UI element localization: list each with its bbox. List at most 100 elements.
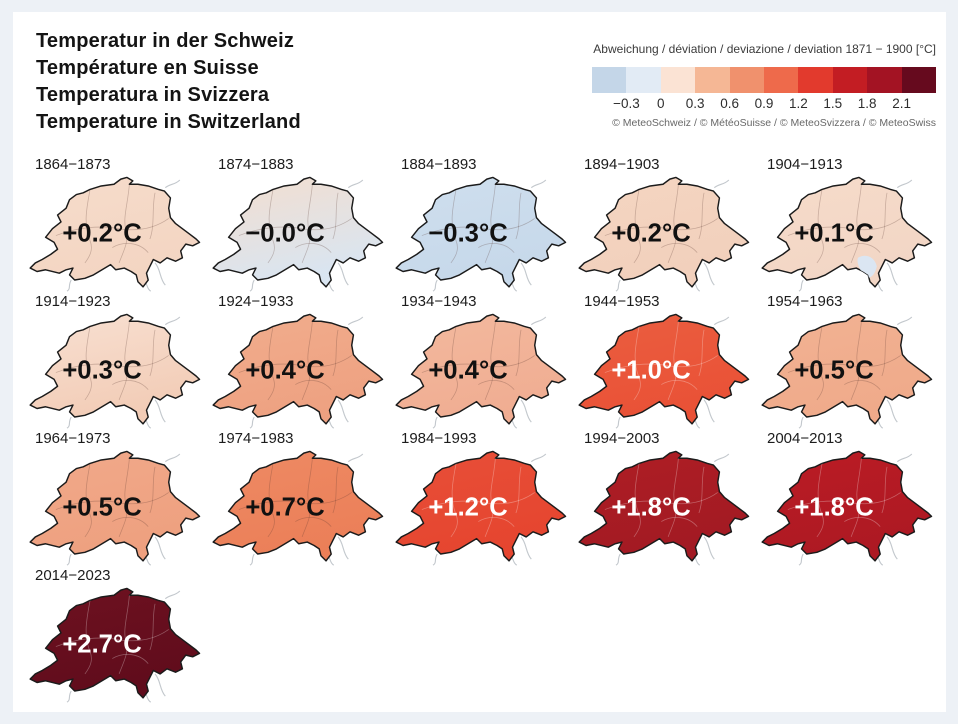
- switzerland-map-svg: +0.5°C: [28, 450, 200, 566]
- canton-boundary-line: [667, 184, 679, 264]
- temperature-value: +0.1°C: [794, 220, 873, 248]
- canton-boundary-line: [238, 218, 352, 236]
- river-outside-border: [896, 179, 912, 189]
- switzerland-map: −0.0°C: [209, 174, 385, 292]
- river-outside-border: [164, 590, 180, 600]
- canton-boundary-line: [604, 218, 718, 236]
- river-outside-border: [337, 536, 349, 560]
- canton-boundary-line: [267, 326, 275, 401]
- canton-boundary-line: [633, 189, 641, 264]
- canton-boundary-line: [238, 492, 352, 510]
- canton-boundary-line: [301, 184, 313, 264]
- canton-boundary-line: [294, 243, 331, 253]
- river-outside-border: [520, 262, 532, 286]
- river-outside-border: [164, 179, 180, 189]
- river-outside-border: [66, 416, 72, 429]
- decade-label: 1864−1873: [35, 156, 111, 173]
- temperature-value: +0.2°C: [611, 220, 690, 248]
- canton-boundary-line: [238, 355, 352, 373]
- river-outside-border: [154, 536, 166, 560]
- river-outside-border: [66, 279, 72, 292]
- canton-boundary-line: [660, 380, 697, 390]
- temperature-value: +0.4°C: [428, 357, 507, 385]
- river-outside-border: [530, 453, 546, 463]
- canton-boundary-line: [55, 492, 169, 510]
- canton-boundary-line: [301, 458, 313, 538]
- canton-boundary-line: [667, 458, 679, 538]
- canton-boundary-line: [118, 458, 130, 538]
- canton-boundary-line: [111, 380, 148, 390]
- river-outside-border: [154, 673, 166, 697]
- switzerland-map: +0.2°C: [26, 174, 202, 292]
- country-outline: [760, 450, 932, 562]
- decade-label: 2014−2023: [35, 567, 111, 584]
- river-outside-border: [615, 279, 621, 292]
- river-outside-border: [615, 553, 621, 566]
- canton-boundary-line: [484, 458, 496, 538]
- copyright-line: © MeteoSchweiz / © MétéoSuisse / © Meteo…: [612, 117, 936, 129]
- switzerland-map: +0.2°C: [575, 174, 751, 292]
- canton-boundary-line: [332, 192, 338, 240]
- decade-label: 1974−1983: [218, 430, 294, 447]
- canton-boundary-line: [698, 329, 704, 377]
- colorbar-segment: [626, 67, 661, 93]
- temperature-value: +0.3°C: [62, 357, 141, 385]
- map-cell: 1944−1953 +1.0°C: [571, 287, 754, 429]
- canton-boundary-line: [55, 629, 169, 647]
- canton-boundary-line: [294, 517, 331, 527]
- canton-boundary-line: [850, 184, 862, 264]
- map-cell: 1994−2003 +1.8°C: [571, 424, 754, 566]
- colorbar-segment: [867, 67, 902, 93]
- temperature-value: +0.5°C: [794, 357, 873, 385]
- switzerland-map: +0.1°C: [758, 174, 934, 292]
- canton-boundary-line: [294, 380, 331, 390]
- map-cell: 1864−1873 +0.2°C: [22, 150, 205, 292]
- map-cell: 2004−2013 +1.8°C: [754, 424, 937, 566]
- country-outline: [394, 176, 566, 288]
- colorbar-segment: [798, 67, 833, 93]
- decade-label: 1894−1903: [584, 156, 660, 173]
- decade-label: 1964−1973: [35, 430, 111, 447]
- temperature-value: +1.2°C: [428, 494, 507, 522]
- river-outside-border: [347, 316, 363, 326]
- canton-boundary-line: [604, 492, 718, 510]
- switzerland-map-svg: +1.8°C: [577, 450, 749, 566]
- temperature-value: −0.3°C: [428, 220, 507, 248]
- country-outline: [28, 176, 200, 288]
- canton-boundary-line: [843, 380, 880, 390]
- switzerland-map-svg: −0.0°C: [211, 176, 383, 292]
- river-outside-border: [520, 399, 532, 423]
- temperature-value: +2.7°C: [62, 631, 141, 659]
- map-cell: 2014−2023 +2.7°C: [22, 561, 205, 703]
- canton-boundary-line: [149, 603, 155, 651]
- map-cell: 1874−1883 −0.0°C: [205, 150, 388, 292]
- river-outside-border: [886, 399, 898, 423]
- switzerland-map: +0.5°C: [26, 448, 202, 566]
- canton-boundary-line: [477, 517, 514, 527]
- canton-boundary-line: [111, 243, 148, 253]
- country-outline: [28, 450, 200, 562]
- switzerland-map-svg: −0.3°C: [394, 176, 566, 292]
- river-outside-border: [432, 416, 438, 429]
- temperature-value: +0.7°C: [245, 494, 324, 522]
- canton-boundary-line: [450, 326, 458, 401]
- canton-boundary-line: [698, 192, 704, 240]
- river-outside-border: [798, 553, 804, 566]
- river-outside-border: [896, 453, 912, 463]
- color-legend: Abweichung / déviation / deviazione / de…: [516, 42, 937, 129]
- canton-boundary-line: [477, 243, 514, 253]
- canton-boundary-line: [787, 218, 901, 236]
- legend-tick-label: 1.8: [857, 96, 877, 111]
- canton-boundary-line: [515, 466, 521, 514]
- legend-tick-label: 1.5: [823, 96, 843, 111]
- temperature-value: +0.4°C: [245, 357, 324, 385]
- decade-label: 1924−1933: [218, 293, 294, 310]
- river-outside-border: [154, 399, 166, 423]
- canton-boundary-line: [881, 192, 887, 240]
- river-outside-border: [520, 536, 532, 560]
- switzerland-map: +1.8°C: [575, 448, 751, 566]
- canton-boundary-line: [84, 189, 92, 264]
- river-outside-border: [66, 690, 72, 703]
- legend-tick-label: −0.3: [613, 96, 640, 111]
- country-outline: [394, 313, 566, 425]
